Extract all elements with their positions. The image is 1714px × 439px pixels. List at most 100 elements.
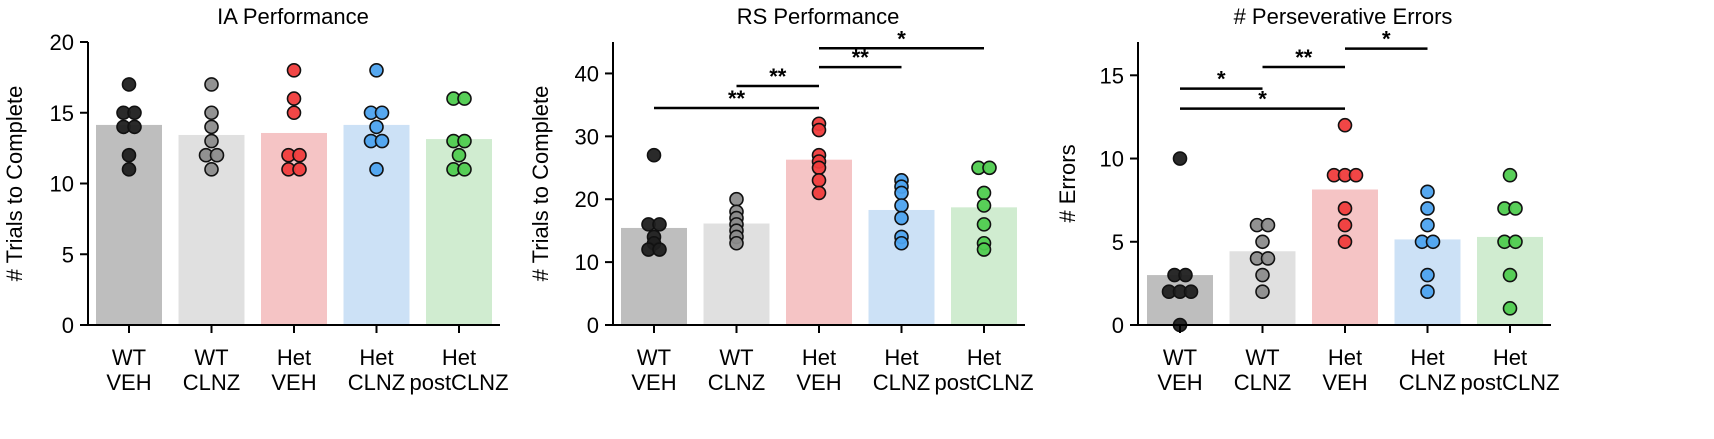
x-tick-label: CLNZ bbox=[1234, 370, 1291, 395]
data-point bbox=[1348, 167, 1364, 183]
significance-label: * bbox=[897, 26, 906, 51]
data-point bbox=[457, 133, 472, 149]
data-point bbox=[646, 147, 662, 163]
data-point bbox=[1255, 234, 1270, 250]
x-tick-label: WT bbox=[1163, 345, 1197, 370]
data-point bbox=[1425, 234, 1441, 250]
x-tick-label: WT bbox=[719, 345, 753, 370]
data-point bbox=[369, 119, 384, 135]
y-axis-label: # Trials to Complete bbox=[528, 86, 553, 282]
y-axis-label: # Trials to Complete bbox=[2, 86, 27, 282]
x-tick-label: Het bbox=[967, 345, 1001, 370]
y-tick-label: 10 bbox=[575, 250, 599, 275]
x-tick-label: VEH bbox=[1157, 370, 1202, 395]
x-tick-label: VEH bbox=[106, 370, 151, 395]
data-point bbox=[1502, 267, 1518, 283]
x-tick-label: CLNZ bbox=[708, 370, 765, 395]
y-tick-label: 10 bbox=[1100, 147, 1124, 172]
bar bbox=[1147, 275, 1213, 325]
data-point bbox=[1337, 234, 1353, 250]
x-tick-label: Het bbox=[802, 345, 836, 370]
data-point bbox=[652, 217, 667, 232]
significance-label: * bbox=[1217, 67, 1226, 92]
data-point bbox=[127, 119, 142, 135]
significance-label: ** bbox=[769, 64, 787, 89]
data-point bbox=[121, 147, 137, 163]
x-tick-label: VEH bbox=[1322, 370, 1367, 395]
data-point bbox=[1502, 301, 1518, 316]
data-point bbox=[1255, 284, 1270, 300]
significance-label: * bbox=[1258, 87, 1267, 112]
x-tick-label: VEH bbox=[631, 370, 676, 395]
data-point bbox=[292, 162, 307, 177]
data-point bbox=[729, 191, 744, 207]
data-point bbox=[1178, 267, 1193, 283]
data-point bbox=[204, 105, 219, 121]
y-tick-label: 5 bbox=[62, 242, 74, 267]
x-tick-label: Het bbox=[359, 345, 393, 370]
data-point bbox=[1337, 217, 1353, 233]
significance-label: ** bbox=[728, 86, 746, 111]
x-tick-label: Het bbox=[442, 345, 476, 370]
data-point bbox=[286, 91, 302, 106]
data-point bbox=[1260, 217, 1276, 233]
bar bbox=[261, 132, 327, 325]
y-tick-label: 20 bbox=[575, 187, 599, 212]
x-tick-label: Het bbox=[1410, 345, 1444, 370]
y-tick-label: 10 bbox=[50, 172, 74, 197]
y-tick-label: 0 bbox=[62, 313, 74, 338]
data-point bbox=[811, 160, 827, 176]
y-tick-label: 40 bbox=[575, 61, 599, 86]
data-point bbox=[811, 185, 827, 201]
data-point bbox=[982, 160, 997, 176]
y-tick-label: 0 bbox=[1112, 313, 1124, 338]
chart-title: # Perseverative Errors bbox=[1234, 4, 1453, 29]
y-tick-label: 15 bbox=[50, 101, 74, 126]
data-point bbox=[894, 185, 909, 201]
data-point bbox=[1508, 201, 1523, 216]
bar bbox=[868, 209, 935, 325]
data-point bbox=[976, 217, 992, 232]
data-point bbox=[976, 242, 992, 257]
x-tick-label: WT bbox=[1245, 345, 1279, 370]
x-tick-label: WT bbox=[637, 345, 671, 370]
data-point bbox=[1420, 217, 1435, 233]
chart-title: RS Performance bbox=[737, 4, 900, 29]
significance-label: ** bbox=[852, 45, 870, 70]
x-tick-label: postCLNZ bbox=[1460, 370, 1559, 395]
x-tick-label: Het bbox=[1328, 345, 1362, 370]
data-point bbox=[1508, 234, 1523, 250]
x-tick-label: WT bbox=[112, 345, 146, 370]
y-tick-label: 20 bbox=[50, 30, 74, 55]
data-point bbox=[204, 77, 219, 92]
data-point bbox=[204, 162, 219, 177]
y-axis-label: # Errors bbox=[1055, 144, 1080, 222]
data-point bbox=[286, 63, 302, 78]
data-point bbox=[1260, 251, 1276, 266]
data-point bbox=[729, 235, 744, 251]
data-point bbox=[894, 198, 909, 213]
data-point bbox=[652, 242, 667, 257]
data-point bbox=[457, 91, 472, 106]
x-tick-label: Het bbox=[884, 345, 918, 370]
significance-label: * bbox=[1382, 27, 1391, 52]
data-point bbox=[369, 63, 384, 78]
data-point bbox=[1420, 267, 1435, 283]
data-point bbox=[1502, 167, 1518, 183]
data-point bbox=[1420, 184, 1435, 200]
data-point bbox=[1337, 117, 1353, 133]
x-tick-label: VEH bbox=[796, 370, 841, 395]
data-point bbox=[1255, 267, 1270, 283]
y-tick-label: 15 bbox=[1100, 63, 1124, 88]
data-point bbox=[369, 162, 384, 177]
data-point bbox=[204, 133, 219, 149]
x-tick-label: postCLNZ bbox=[934, 370, 1033, 395]
data-point bbox=[894, 235, 909, 251]
data-point bbox=[894, 210, 909, 226]
data-point bbox=[121, 77, 137, 92]
data-point bbox=[1420, 284, 1435, 300]
x-tick-label: CLNZ bbox=[183, 370, 240, 395]
data-point bbox=[121, 162, 137, 177]
x-tick-label: WT bbox=[194, 345, 228, 370]
